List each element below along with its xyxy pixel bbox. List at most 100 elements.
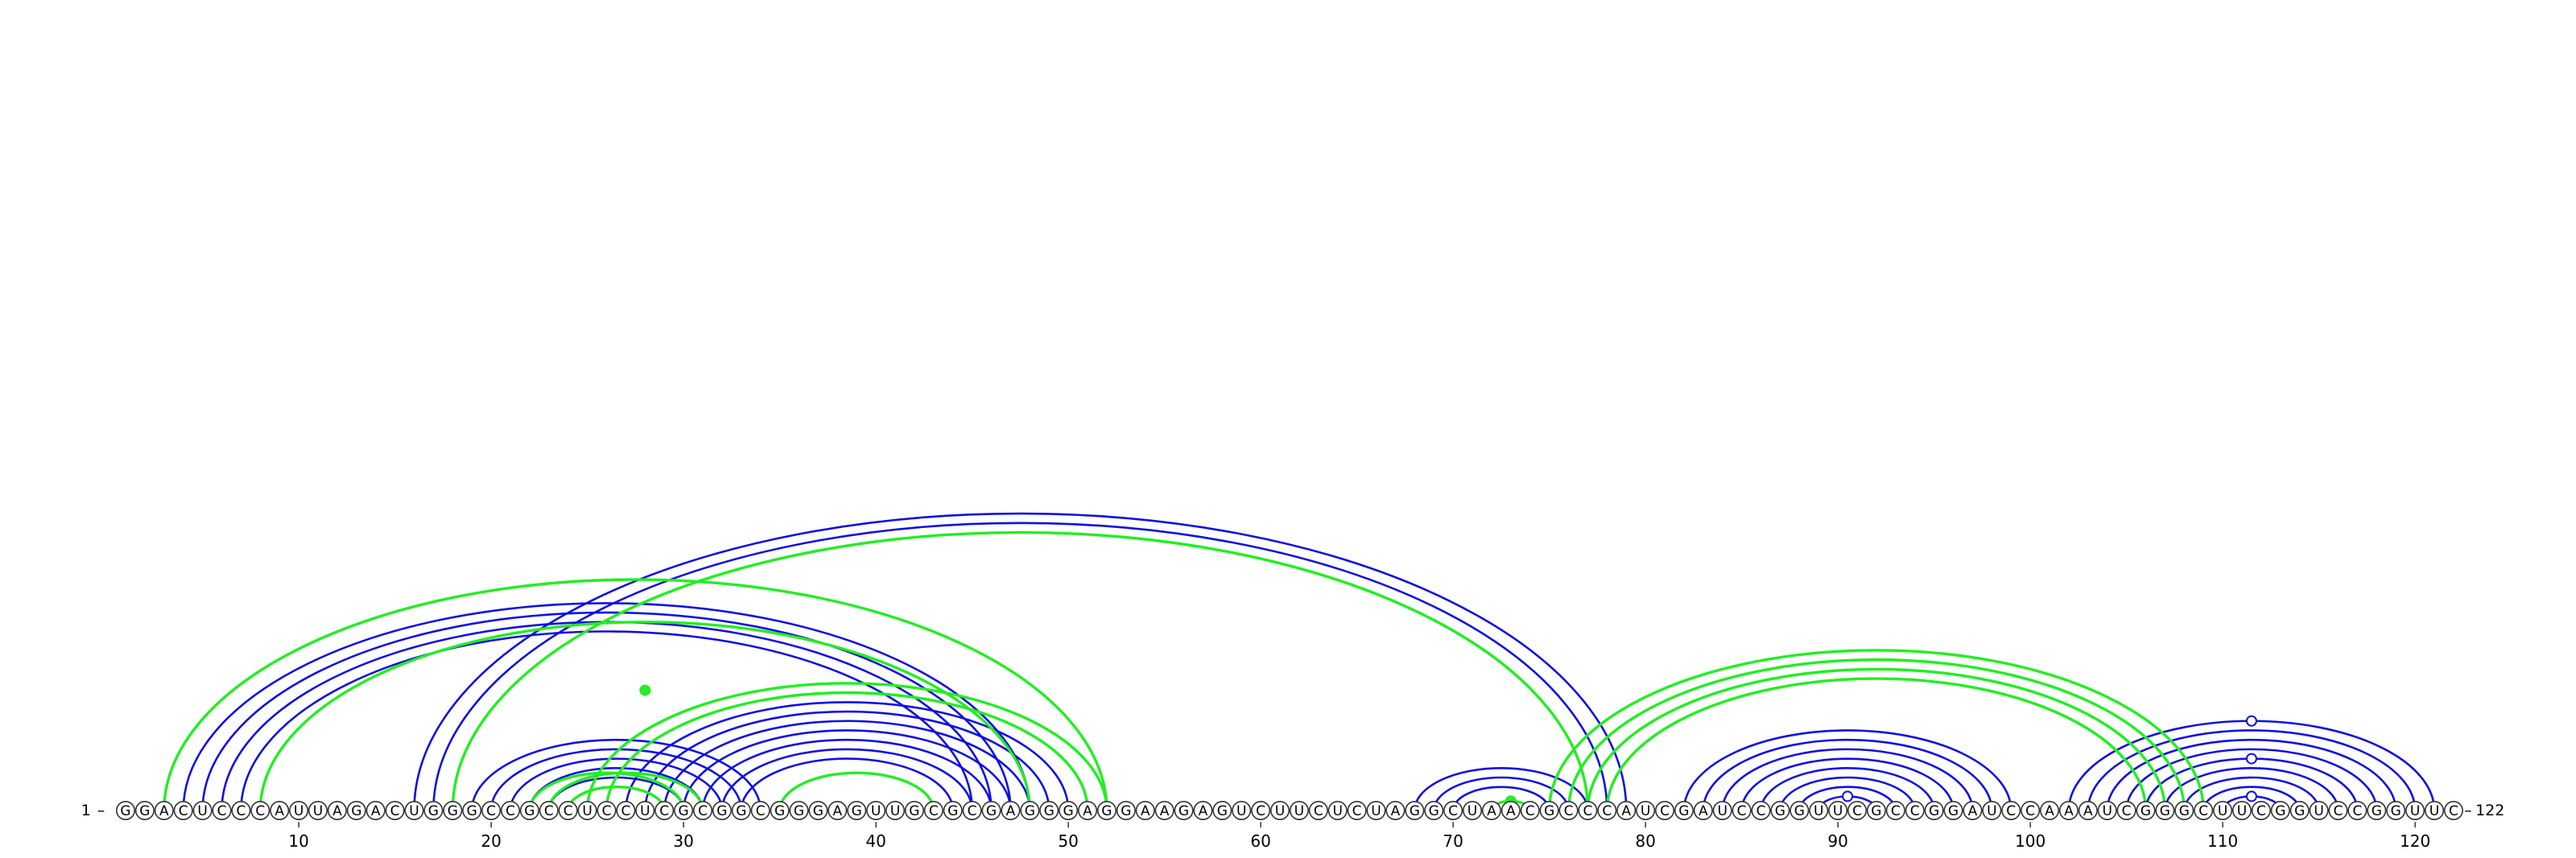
nucleotide-circle-12 (327, 800, 347, 820)
nucleotide-42: G (904, 800, 924, 820)
nucleotide-8: C (250, 800, 270, 820)
nucleotide-21: C (500, 800, 520, 820)
nucleotide-letter-9: A (275, 803, 284, 819)
nucleotide-57: A (1193, 800, 1213, 820)
nucleotide-letter-98: U (1987, 803, 1996, 819)
nucleotide-37: G (808, 800, 828, 820)
nucleotide-102: A (2058, 800, 2079, 820)
sequence-backbone: 1 – – 122 (81, 802, 2505, 819)
nucleotide-6: C (212, 800, 232, 820)
nucleotide-108: G (2174, 800, 2194, 820)
nucleotide-letter-89: U (1814, 803, 1823, 819)
nucleotide-105: C (2116, 800, 2136, 820)
nucleotide-letter-17: G (428, 803, 439, 819)
nucleotide-circle-102 (2058, 800, 2079, 820)
nucleotide-16: U (404, 800, 424, 820)
nucleotide-20: C (481, 800, 502, 820)
nucleotide-circle-70 (1443, 800, 1463, 820)
blue-arc-32-45 (720, 748, 973, 811)
nucleotide-35: G (770, 800, 790, 820)
sequence-end-dash: – (2464, 802, 2472, 819)
nucleotide-letter-25: U (582, 803, 592, 819)
nucleotide-letter-28: U (640, 803, 650, 819)
nucleotide-letter-75: G (1544, 803, 1554, 819)
blue-arc-85-96 (1740, 757, 1955, 811)
nucleotide-letter-72: A (1487, 803, 1496, 819)
nucleotide-41: U (886, 800, 906, 820)
nucleotide-circle-33 (731, 800, 751, 820)
nucleotide-circle-122 (2443, 800, 2463, 820)
nucleotide-letter-43: C (929, 803, 939, 819)
nucleotide-66: U (1366, 800, 1386, 820)
nucleotide-letter-99: C (2006, 803, 2016, 819)
nucleotide-34: C (750, 800, 770, 820)
nucleotide-43: C (923, 800, 943, 820)
nucleotide-circle-1 (116, 800, 136, 820)
nucleotide-circle-27 (616, 800, 636, 820)
nucleotide-81: C (1655, 800, 1675, 820)
nucleotide-letter-85: C (1737, 803, 1747, 819)
nucleotide-56: G (1174, 800, 1194, 820)
blue-arc-87-94 (1779, 776, 1916, 811)
nucleotide-10: U (289, 800, 309, 820)
nucleotide-letter-58: G (1217, 803, 1228, 819)
nucleotide-1: G (116, 800, 136, 820)
nucleotide-121: U (2425, 800, 2445, 820)
nucleotide-circle-79 (1616, 800, 1637, 820)
nucleotide-letter-116: C (2334, 803, 2343, 819)
blue-arc-21-32 (509, 757, 724, 811)
nucleotide-49: G (1039, 800, 1059, 820)
sequence-end-label: 122 (2475, 802, 2504, 819)
nucleotide-circle-80 (1636, 800, 1656, 820)
nucleotide-letter-121: U (2429, 803, 2439, 819)
nucleotide-letter-97: A (1968, 803, 1978, 819)
nucleotide-letter-7: C (236, 803, 246, 819)
nucleotide-letter-49: G (1044, 803, 1055, 819)
nucleotide-17: G (423, 800, 444, 820)
nucleotide-circle-53 (1116, 800, 1136, 820)
nucleotide-circle-17 (423, 800, 444, 820)
nucleotide-circle-49 (1039, 800, 1059, 820)
nucleotide-circle-21 (500, 800, 520, 820)
nucleotide-39: G (847, 800, 867, 820)
nucleotide-101: A (2040, 800, 2060, 820)
nucleotide-circle-73 (1501, 800, 1521, 820)
tick-label-10: 10 (288, 831, 308, 851)
blue-arc-109-114 (2202, 786, 2301, 811)
blue-arc-103-120 (2087, 729, 2417, 811)
green-arc-78-106 (1605, 677, 2148, 811)
nucleotide-112: C (2251, 800, 2271, 820)
nucleotide-9: A (270, 800, 290, 820)
tick-label-80: 80 (1635, 831, 1655, 851)
nucleotide-circle-44 (943, 800, 963, 820)
nucleotide-letter-82: G (1678, 803, 1689, 819)
nucleotide-55: A (1154, 800, 1174, 820)
nucleotide-letter-95: G (1929, 803, 1939, 819)
nucleotide-letter-22: G (524, 803, 535, 819)
nucleotide-circle-104 (2097, 800, 2117, 820)
nucleotide-86: C (1751, 800, 1771, 820)
nucleotide-circle-7 (231, 800, 251, 820)
nucleotide-circle-94 (1905, 800, 1925, 820)
nucleotide-44: G (943, 800, 963, 820)
nucleotide-circle-52 (1096, 800, 1117, 820)
blue-arc-70-75 (1451, 786, 1550, 811)
nucleotide-circle-37 (808, 800, 828, 820)
nucleotide-70: C (1443, 800, 1463, 820)
nucleotide-119: G (2386, 800, 2406, 820)
nucleotide-circle-42 (904, 800, 924, 820)
nucleotide-letter-73: A (1506, 803, 1516, 819)
nucleotide-64: U (1327, 800, 1348, 820)
nucleotide-letter-45: C (968, 803, 977, 819)
nucleotide-letter-30: G (679, 803, 689, 819)
tick-label-50: 50 (1058, 831, 1078, 851)
nucleotide-circle-81 (1655, 800, 1675, 820)
nucleotide-114: G (2289, 800, 2310, 820)
nucleotide-circle-31 (692, 800, 712, 820)
nucleotide-83: A (1693, 800, 1713, 820)
nucleotide-circle-98 (1982, 800, 2002, 820)
nucleotide-circle-88 (1790, 800, 1810, 820)
nucleotide-letter-78: C (1602, 803, 1612, 819)
nucleotide-letter-12: A (332, 803, 342, 819)
tick-label-90: 90 (1827, 831, 1847, 851)
